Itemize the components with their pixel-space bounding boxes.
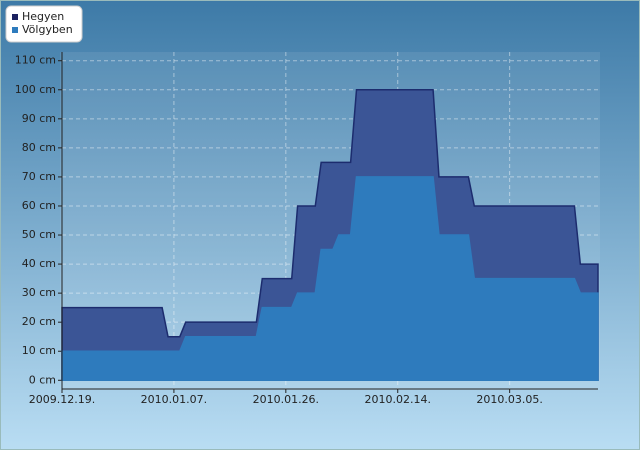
legend-box [5, 5, 83, 43]
area [61, 176, 599, 382]
y-tick-label: 20 cm [22, 315, 56, 328]
y-tick-label: 40 cm [22, 257, 56, 270]
y-tick-label: 110 cm [15, 54, 56, 67]
x-tick-label: 2010.01.07. [141, 393, 207, 406]
y-tick-label: 90 cm [22, 112, 56, 125]
y-tick-label: 100 cm [15, 83, 56, 96]
y-tick-label: 70 cm [22, 170, 56, 183]
legend [5, 5, 83, 43]
legend-swatch [12, 27, 18, 33]
y-tick-label: 50 cm [22, 228, 56, 241]
legend-label: Völgyben [22, 23, 73, 36]
legend-label: Hegyen [22, 10, 64, 23]
x-tick-label: 2009.12.19. [29, 393, 95, 406]
x-tick-label: 2010.02.14. [364, 393, 430, 406]
x-tick-label: 2010.01.26. [253, 393, 319, 406]
legend-swatch [12, 14, 18, 20]
y-tick-label: 0 cm [29, 373, 56, 386]
y-tick-label: 60 cm [22, 199, 56, 212]
y-tick-label: 30 cm [22, 286, 56, 299]
y-tick-label: 80 cm [22, 141, 56, 154]
y-tick-label: 10 cm [22, 344, 56, 357]
x-tick-label: 2010.03.05. [476, 393, 542, 406]
